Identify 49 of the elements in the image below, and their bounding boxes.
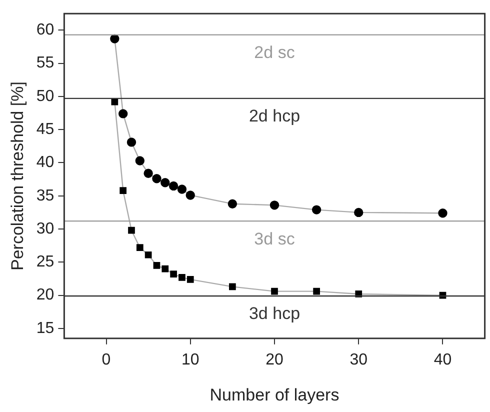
point <box>135 156 145 166</box>
point <box>228 199 238 208</box>
x-tick-label: 20 <box>266 351 284 368</box>
ref-line-label: 3d sc <box>254 229 296 248</box>
y-tick-label: 40 <box>36 154 54 172</box>
y-tick-label: 35 <box>36 187 54 204</box>
y-tick-label: 15 <box>36 320 54 337</box>
point <box>313 288 320 295</box>
y-axis-title: Percolation threshold [%] <box>8 82 27 270</box>
point <box>152 174 162 184</box>
point <box>354 208 364 218</box>
x-axis-title: Number of layers <box>210 385 340 404</box>
point <box>438 208 448 218</box>
point <box>126 138 136 147</box>
ref-line-label: 2d hcp <box>248 106 300 126</box>
point <box>229 283 236 290</box>
point <box>177 184 187 194</box>
y-tick-label: 25 <box>36 254 54 271</box>
point <box>178 274 186 281</box>
point <box>271 288 278 295</box>
point <box>160 178 170 188</box>
y-tick-label: 55 <box>36 54 54 72</box>
point <box>186 190 195 200</box>
x-tick-label: 40 <box>434 351 452 368</box>
point <box>168 181 178 191</box>
y-tick-label: 30 <box>36 220 54 238</box>
point <box>136 244 144 252</box>
ref-line-label: 3d hcp <box>248 304 300 324</box>
point <box>110 34 120 44</box>
point <box>162 265 169 272</box>
point <box>118 109 128 118</box>
y-tick-label: 45 <box>36 121 54 138</box>
x-tick-label: 0 <box>102 351 111 368</box>
point <box>144 168 153 178</box>
x-tick-label: 30 <box>350 351 368 368</box>
point <box>153 262 160 269</box>
point <box>170 270 177 278</box>
point <box>186 276 194 283</box>
ref-line-label: 2d sc <box>254 43 296 62</box>
point <box>312 205 322 214</box>
y-tick-label: 20 <box>36 286 54 304</box>
point <box>270 200 280 210</box>
point <box>111 98 118 106</box>
point <box>120 187 127 194</box>
x-tick-label: 10 <box>181 351 200 368</box>
point <box>144 251 152 258</box>
y-tick-label: 60 <box>36 22 54 39</box>
y-tick-label: 50 <box>36 88 54 105</box>
point <box>128 226 135 234</box>
